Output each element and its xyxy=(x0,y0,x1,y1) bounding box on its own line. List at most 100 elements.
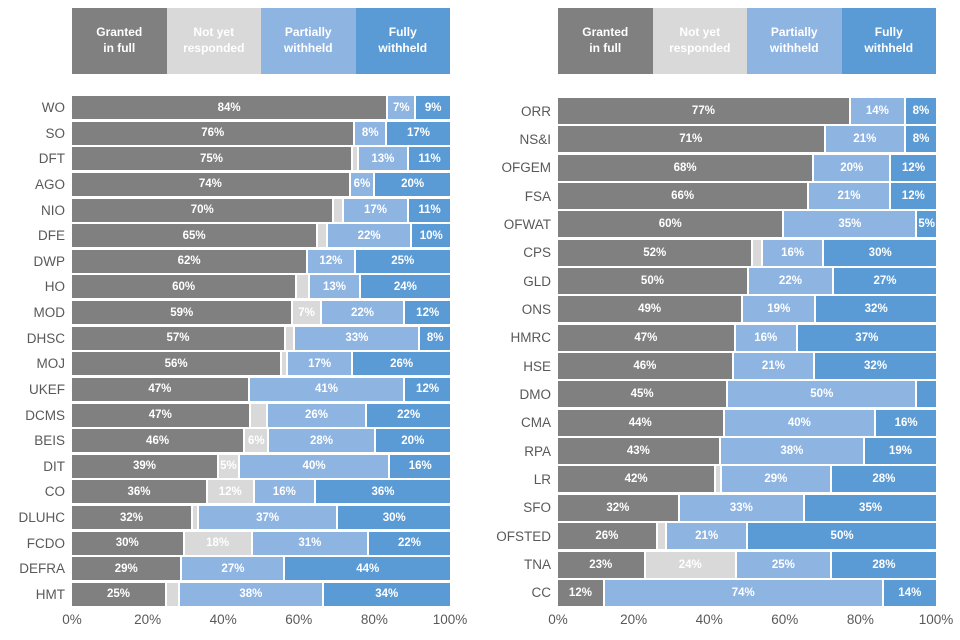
value-label: 34% xyxy=(375,588,399,601)
segment-partially-withheld: 6% xyxy=(350,172,374,196)
bar-row: DCMS 47% 26% 22% xyxy=(10,403,451,427)
segment-partially-withheld: 38% xyxy=(720,438,863,465)
segment-partially-withheld: 38% xyxy=(180,582,322,606)
segment-partially-withheld: 21% xyxy=(809,183,889,210)
segment-granted-in-full: 59% xyxy=(72,301,292,324)
value-label: 12% xyxy=(416,306,440,319)
value-label: 12% xyxy=(416,383,440,396)
value-label: 39% xyxy=(133,460,157,473)
bar-row: OFWAT 60% 35% 5% xyxy=(496,211,937,238)
segment-granted-in-full: 60% xyxy=(72,275,296,299)
value-label: 32% xyxy=(864,360,888,373)
segment-fully-withheld: 16% xyxy=(390,454,450,478)
segment-not-yet-responded: 18% xyxy=(184,531,251,555)
segment-granted-in-full: 32% xyxy=(558,494,678,521)
segment-fully-withheld: 11% xyxy=(409,147,450,171)
bar-row: SO 76% 8% 17% xyxy=(10,121,450,145)
bar-row: NIO 70% 17% 11% xyxy=(10,198,450,222)
bar-row: CMA 44% 40% 16% xyxy=(496,409,936,436)
segment-partially-withheld: 31% xyxy=(252,531,367,555)
stacked-bar: 84% 7% 9% xyxy=(72,96,450,119)
segment-granted-in-full: 76% xyxy=(72,121,354,145)
value-label: 32% xyxy=(120,511,144,524)
stacked-bar: 36% 12% 16% 36% xyxy=(72,480,450,504)
segment-not-yet-responded: 6% xyxy=(245,429,268,453)
segment-partially-withheld: 19% xyxy=(743,296,815,323)
bar-row: UKEF 47% 41% 12% xyxy=(10,377,450,401)
bar-row: ONS 49% 19% 32% xyxy=(496,296,937,323)
x-axis: 0% 20% 40% 60% 80% 100% xyxy=(62,612,467,636)
bar-row: DHSC 57% 33% 8% xyxy=(10,326,451,350)
segment-granted-in-full: 36% xyxy=(72,480,206,504)
value-label: 24% xyxy=(393,280,417,293)
bar-row: HMT 25% 38% 34% xyxy=(10,582,450,606)
value-label: 33% xyxy=(729,501,753,514)
bar-rows: ORR 77% 14% 8% NS&I 71% 21% 8% OFGEM 68% 20% 12% FSA… xyxy=(496,98,937,606)
value-label: 21% xyxy=(837,190,861,203)
bar-row: DLUHC 32% 37% 30% xyxy=(10,506,450,529)
stacked-bar: 60% 13% 24% xyxy=(72,275,450,299)
value-label: 32% xyxy=(864,303,888,316)
value-label: 16% xyxy=(894,416,918,429)
segment-fully-withheld: 8% xyxy=(906,126,937,153)
bar-row: OFGEM 68% 20% 12% xyxy=(496,154,936,181)
axis-tick-label: 40% xyxy=(695,612,723,627)
legend-item-fully-withheld: Fully withheld xyxy=(841,8,936,74)
bar-rows: WO 84% 7% 9% SO 76% 8% 17% DFT 75% 13% 11% AGO 74% 6% 2… xyxy=(10,96,451,606)
segment-partially-withheld: 27% xyxy=(182,557,284,581)
value-label: 26% xyxy=(304,409,328,421)
value-label: 14% xyxy=(865,105,889,117)
stacked-bar: 50% 22% 27% xyxy=(558,268,936,295)
segment-partially-withheld: 16% xyxy=(762,239,823,266)
value-label: 24% xyxy=(678,558,702,571)
value-label: 13% xyxy=(371,152,395,165)
value-label: 21% xyxy=(695,530,719,543)
row-label: OFGEM xyxy=(501,160,552,176)
row-label: NS&I xyxy=(519,131,551,147)
value-label: 42% xyxy=(624,473,648,486)
value-label: 71% xyxy=(679,133,703,146)
row-label: FSA xyxy=(524,188,551,204)
value-label: 5% xyxy=(918,218,935,231)
segment-granted-in-full: 62% xyxy=(72,249,307,273)
value-label: 22% xyxy=(357,229,381,242)
value-label: 40% xyxy=(787,416,811,429)
axis-tick-label: 20% xyxy=(134,612,162,627)
segment-partially-withheld: 13% xyxy=(310,275,359,299)
segment-partially-withheld: 33% xyxy=(295,326,419,350)
value-label: 66% xyxy=(671,190,695,203)
segment-partially-withheld: 8% xyxy=(355,121,386,145)
segment-granted-in-full: 75% xyxy=(72,147,351,171)
value-label: 68% xyxy=(673,161,697,174)
segment-granted-in-full: 60% xyxy=(558,211,783,238)
segment-granted-in-full: 56% xyxy=(72,352,281,376)
value-label: 37% xyxy=(855,331,879,344)
row-label: SO xyxy=(45,125,65,141)
segment-granted-in-full: 42% xyxy=(558,466,715,493)
value-label: 28% xyxy=(872,558,896,571)
segment-fully-withheld: 9% xyxy=(416,96,450,119)
value-label: 26% xyxy=(390,357,414,370)
value-label: 77% xyxy=(691,105,715,117)
value-label: 8% xyxy=(361,127,379,140)
value-label: 28% xyxy=(310,434,334,447)
segment-fully-withheld: 12% xyxy=(405,301,451,324)
stacked-bar: 66% 21% 12% xyxy=(558,183,936,210)
value-label: 60% xyxy=(658,218,682,231)
value-label: 7% xyxy=(392,101,410,114)
stacked-bar: 68% 20% 12% xyxy=(558,154,936,181)
row-label: DFE xyxy=(38,228,65,244)
value-label: 14% xyxy=(898,586,922,599)
value-label: 29% xyxy=(764,473,788,486)
value-label: 20% xyxy=(401,434,425,447)
segment-granted-in-full: 30% xyxy=(72,531,183,555)
segment-partially-withheld: 16% xyxy=(735,324,796,351)
row-label: RPA xyxy=(524,443,551,459)
legend: Granted in full Not yet responded Partiall… xyxy=(72,8,450,74)
segment-partially-withheld: 37% xyxy=(198,506,337,529)
bar-row: DFE 65% 22% 10% xyxy=(10,224,451,248)
value-label: 25% xyxy=(771,558,795,571)
segment-granted-in-full: 23% xyxy=(558,551,644,578)
segment-partially-withheld: 17% xyxy=(288,352,352,376)
stacked-bar: 65% 22% 10% xyxy=(72,224,451,248)
